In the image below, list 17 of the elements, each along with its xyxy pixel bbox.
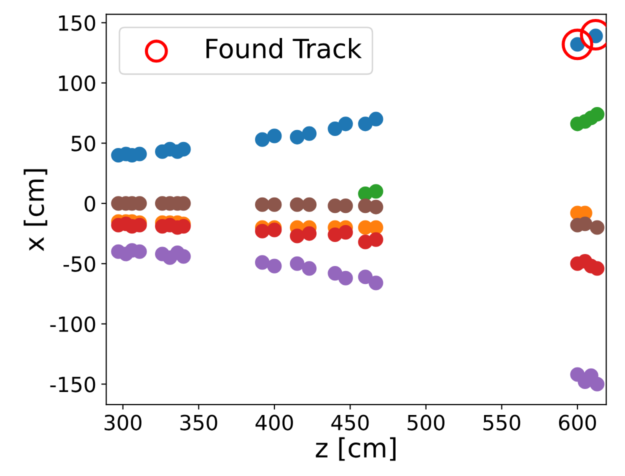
legend-label: Found Track	[206, 38, 362, 58]
x-tick-label: 550	[483, 414, 520, 430]
y-tick-label: 50	[72, 136, 96, 152]
y-tick-label: 100	[59, 75, 96, 92]
x-tick-label: 350	[180, 414, 218, 430]
y-tick-label: -100	[50, 316, 96, 332]
x-tick-label: 400	[256, 414, 293, 430]
y-axis-title: x [cm]	[24, 169, 48, 252]
y-tick-label: 150	[59, 15, 96, 31]
x-tick-label: 600	[559, 414, 596, 430]
x-axis-title: z [cm]	[316, 437, 396, 461]
y-tick-label: -50	[64, 256, 96, 272]
x-tick-label: 300	[104, 414, 142, 430]
y-tick-label: 0	[84, 196, 96, 212]
y-tick-label: -150	[50, 376, 96, 392]
x-tick-label: 450	[331, 414, 369, 430]
x-tick-label: 500	[408, 414, 444, 430]
